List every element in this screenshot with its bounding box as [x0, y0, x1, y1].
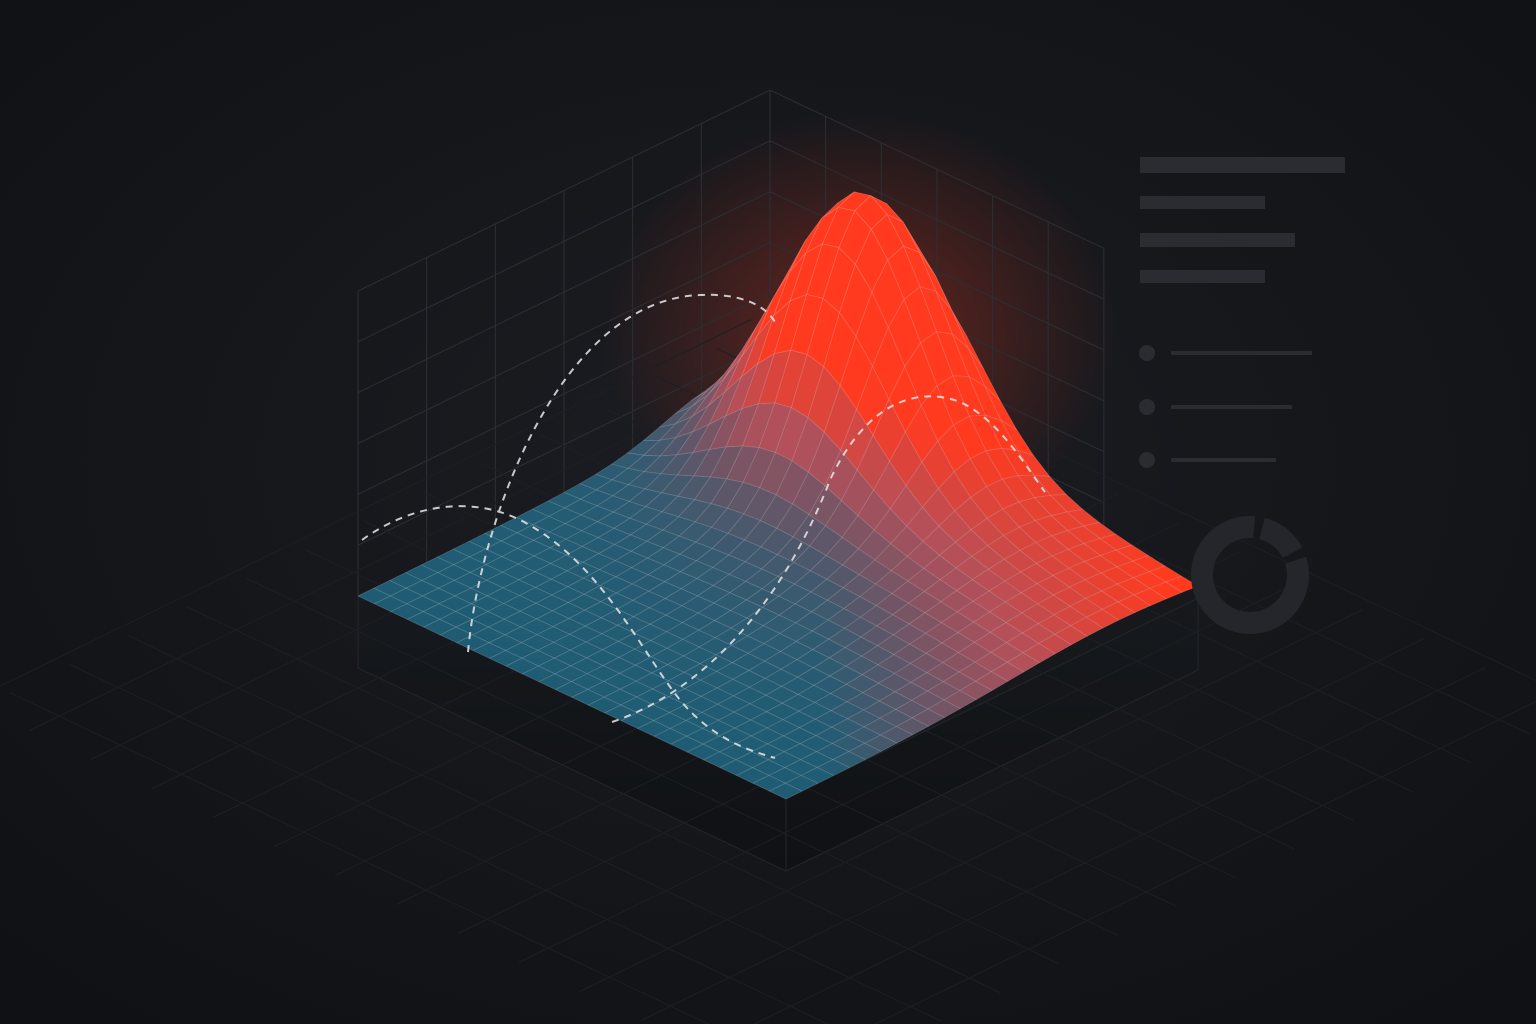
donut	[1191, 516, 1309, 634]
slab	[357, 595, 1199, 872]
bullet	[1139, 399, 1155, 415]
wall-line	[357, 191, 1105, 394]
floor-line	[518, 580, 1302, 963]
wall-line	[357, 140, 1105, 343]
wall-line	[357, 241, 1105, 444]
placeholder-bar	[1140, 270, 1265, 283]
dashed-curve	[361, 505, 776, 759]
slab-side	[785, 597, 1199, 872]
floor-line	[873, 701, 1536, 1024]
floor-line	[186, 606, 1001, 993]
floor-line	[753, 667, 1486, 1024]
floor-line	[0, 319, 752, 687]
placeholder-bar	[1140, 157, 1345, 173]
bullet-line	[1171, 458, 1276, 462]
dashed-curve	[611, 395, 1046, 723]
side-panel	[1139, 157, 1345, 634]
bullet	[1139, 452, 1155, 468]
floor-line	[640, 638, 1425, 1021]
floor-line	[68, 663, 829, 1024]
floor-line	[10, 692, 710, 1024]
bullet-line	[1171, 405, 1292, 409]
placeholder-bar	[1140, 196, 1265, 209]
surface-cell	[768, 782, 803, 800]
floor-line	[245, 577, 1060, 965]
placeholder-bar	[1140, 233, 1295, 247]
surface	[357, 191, 1199, 800]
floor-line	[127, 635, 942, 1022]
wall-line	[357, 89, 1105, 292]
floor-line	[579, 609, 1364, 992]
dashed-curves	[361, 293, 1046, 759]
bullet	[1139, 345, 1155, 361]
bullet-line	[1171, 351, 1312, 355]
